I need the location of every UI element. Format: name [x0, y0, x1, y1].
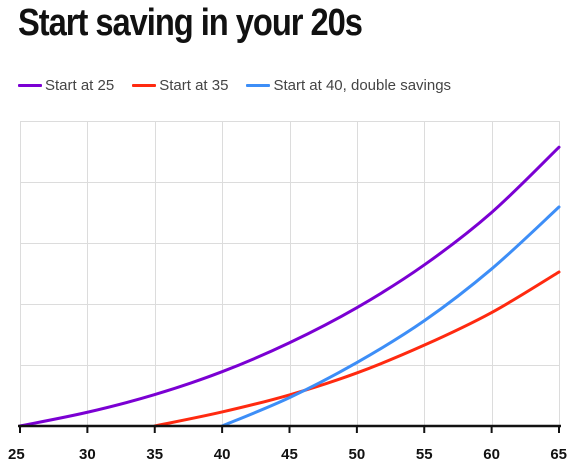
x-tick-label: 30: [79, 446, 96, 463]
legend-item-start-35: Start at 35: [132, 77, 228, 94]
x-tick-label: 60: [483, 446, 500, 463]
series-line-start-25: [18, 145, 561, 428]
x-tick-label: 55: [416, 446, 433, 463]
series-line-start-40-double: [220, 205, 561, 428]
x-tick-label: 35: [146, 446, 163, 463]
legend-swatch-start-35: [132, 83, 157, 87]
x-axis: [18, 424, 561, 433]
legend-label-start-25: Start at 25: [45, 76, 115, 94]
legend-swatch-start-40-double: [246, 83, 271, 87]
chart-title: Start saving in your 20s: [18, 2, 363, 44]
x-tick-labels: 25 30 35 40 45 50 55 60 65: [8, 446, 567, 463]
x-tick-label: 40: [214, 446, 231, 463]
legend-item-start-25: Start at 25: [18, 77, 114, 94]
legend-label-start-35: Start at 35: [159, 76, 229, 94]
x-tick-label: 25: [8, 446, 25, 463]
legend-item-start-40-double: Start at 40, double savings: [246, 77, 451, 94]
series-lines: [18, 145, 561, 428]
legend-swatch-start-25: [18, 83, 42, 87]
x-tick-label: 45: [281, 446, 298, 463]
series-line-start-35: [153, 270, 561, 428]
grid-lines: [20, 121, 560, 426]
legend-label-start-40-double: Start at 40, double savings: [273, 76, 452, 94]
chart-legend: Start at 25 Start at 35 Start at 40, dou…: [18, 74, 469, 96]
x-tick-label: 65: [550, 446, 567, 463]
x-tick-label: 50: [349, 446, 366, 463]
